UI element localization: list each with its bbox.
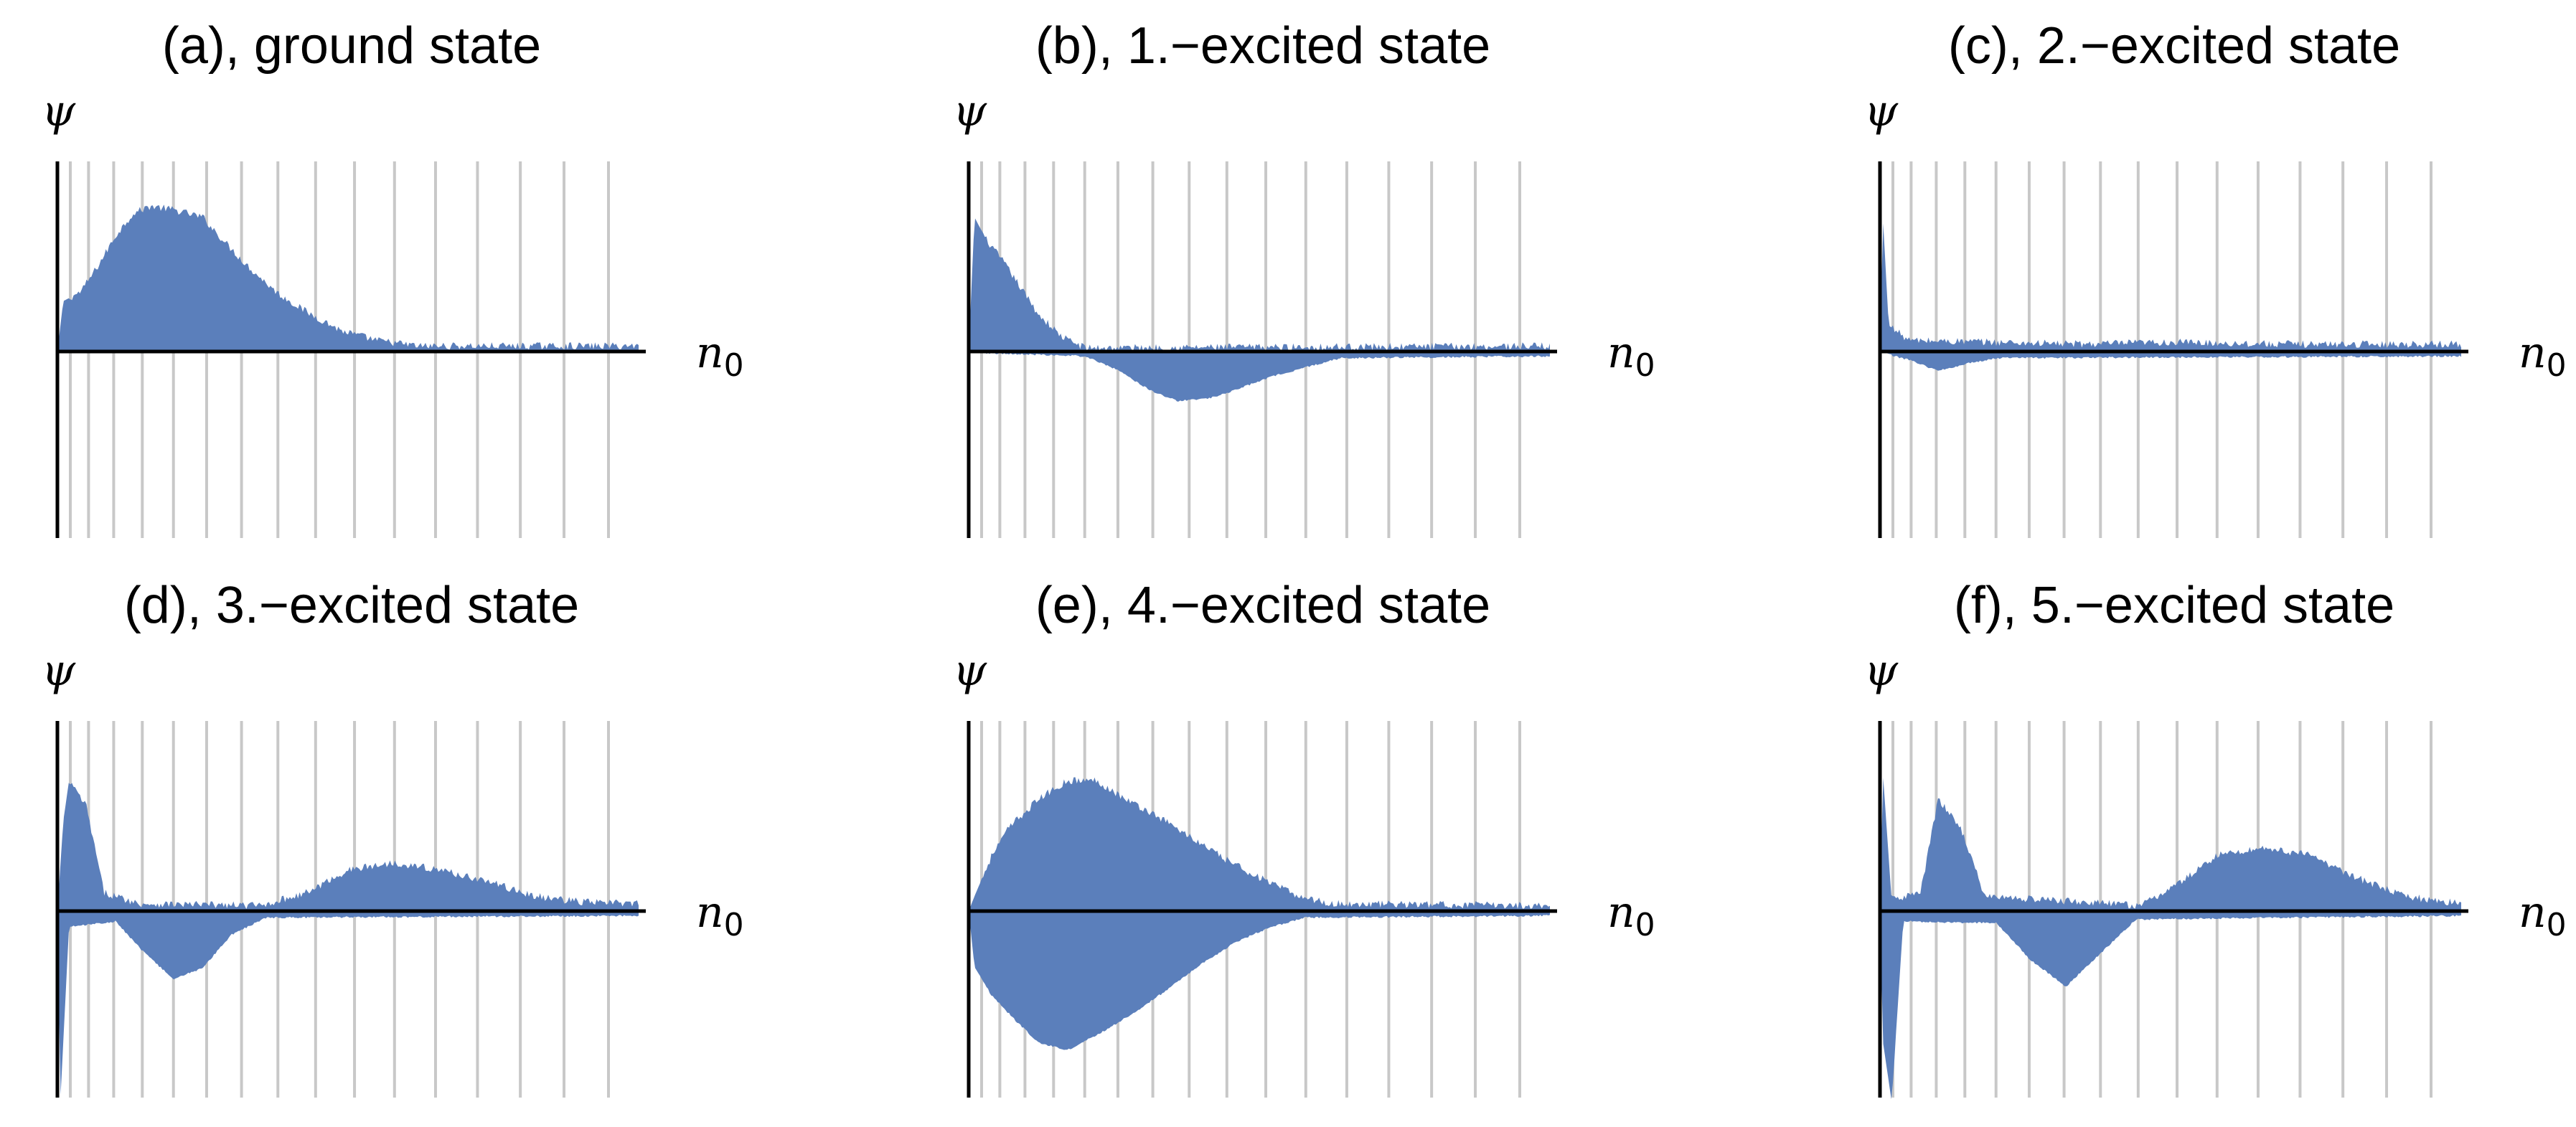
x-axis-label: n0 <box>696 328 744 384</box>
x-axis-label: n0 <box>1607 328 1655 384</box>
y-axis-label: ψ <box>953 86 987 136</box>
wavefunction-area <box>57 783 639 1095</box>
y-axis-label: ψ <box>42 86 76 136</box>
x-axis-label: n0 <box>696 887 744 943</box>
y-axis-label: ψ <box>1864 86 1899 136</box>
y-axis-label: ψ <box>42 646 76 696</box>
wavefunction-area <box>969 218 1550 402</box>
panel-title: (d), 3.−excited state <box>124 577 579 634</box>
wavefunction-area <box>57 204 639 354</box>
panel-a: (a), ground state ψ n0 <box>42 17 744 538</box>
panel-e: (e), 4.−excited state ψ n0 <box>953 577 1655 1098</box>
x-axis-label: n0 <box>2519 328 2567 384</box>
panel-title: (f), 5.−excited state <box>1954 577 2394 634</box>
wavefunction-area <box>1880 778 2461 1100</box>
panel-title: (a), ground state <box>162 17 541 75</box>
wavefunction-area <box>969 777 1550 1050</box>
x-axis-label: n0 <box>2519 887 2567 943</box>
x-axis-label: n0 <box>1607 887 1655 943</box>
panel-title: (b), 1.−excited state <box>1035 17 1490 75</box>
panel-title: (e), 4.−excited state <box>1035 577 1490 634</box>
panel-f: (f), 5.−excited state ψ n0 <box>1864 577 2567 1100</box>
y-axis-label: ψ <box>953 646 987 696</box>
panel-b: (b), 1.−excited state ψ n0 <box>953 17 1655 538</box>
panel-c: (c), 2.−excited state ψ n0 <box>1864 17 2567 538</box>
y-axis-label: ψ <box>1864 646 1899 696</box>
panel-d: (d), 3.−excited state ψ n0 <box>42 577 744 1098</box>
panel-title: (c), 2.−excited state <box>1948 17 2400 75</box>
wavefunction-area <box>1880 223 2461 371</box>
